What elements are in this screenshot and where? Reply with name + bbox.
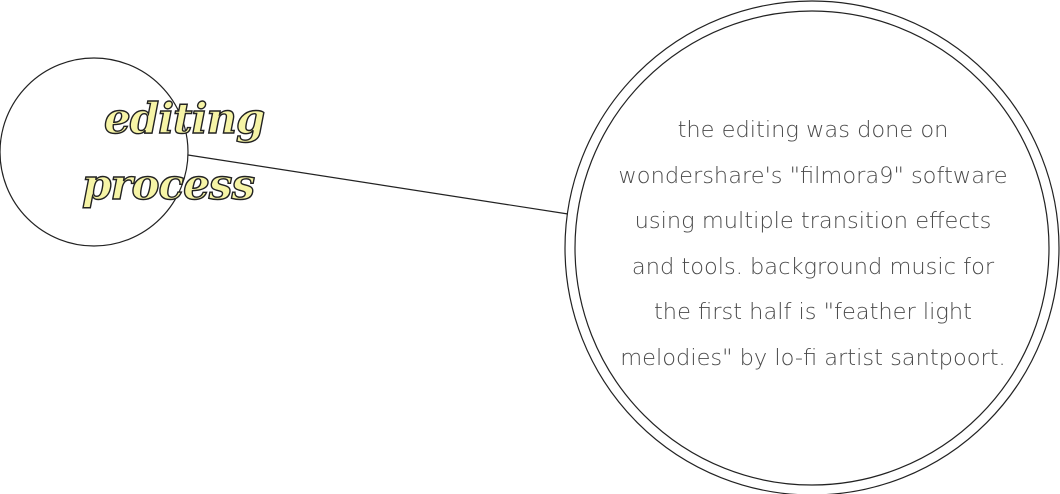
title-process: process [81, 160, 256, 209]
description-line: and tools. background music for [631, 253, 995, 280]
description-line: the editing was done on [677, 117, 949, 143]
description-line: the first half is "feather light [653, 299, 972, 325]
large-circle-outer [564, 0, 1060, 494]
large-circle-inner [574, 10, 1050, 486]
description-line: melodies" by lo-fi artist santpoort. [620, 344, 1006, 371]
description-text: the editing was done on wondershare's "f… [612, 108, 1014, 381]
small-circle [0, 57, 189, 247]
description-line: using multiple transition effects [634, 208, 992, 234]
title-editing: editing [103, 94, 266, 143]
description-line: wondershare's "filmora9" software [618, 162, 1008, 189]
connector-line [187, 154, 569, 215]
